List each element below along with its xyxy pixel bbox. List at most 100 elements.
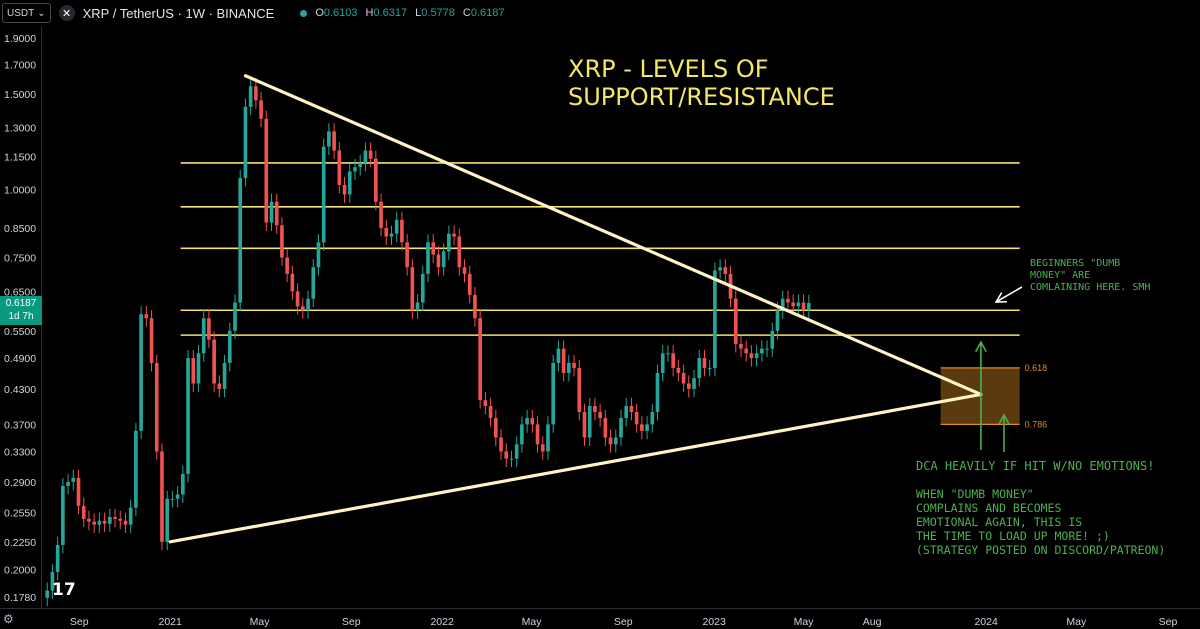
- candle-body: [306, 298, 310, 311]
- candle-body: [379, 201, 383, 229]
- ohlc-high-value: 0.6317: [373, 7, 408, 19]
- candle-body: [718, 267, 722, 271]
- x-tick-label: 2022: [430, 616, 454, 628]
- x-tick-label: Sep: [342, 616, 361, 628]
- candle-body: [765, 348, 769, 350]
- candle-body: [113, 516, 117, 519]
- y-tick-label: 1.1500: [4, 152, 36, 164]
- y-tick-label: 0.2900: [4, 477, 36, 489]
- candle-body: [520, 424, 524, 445]
- candle-body: [332, 131, 336, 151]
- candle-body: [196, 353, 201, 384]
- y-tick-label: 0.3700: [4, 419, 36, 431]
- candle-body: [165, 498, 170, 542]
- candle-body: [128, 507, 133, 525]
- trendline: [243, 74, 983, 397]
- x-tick-label: 2024: [974, 616, 998, 628]
- candle-body: [212, 339, 216, 384]
- x-axis: Sep 2021 May Sep 2022 May Sep 2023 May Aug 2024 May…: [0, 608, 1200, 628]
- candle-body: [243, 106, 248, 179]
- candle-body: [791, 302, 795, 307]
- symbol-title[interactable]: XRP / TetherUS · 1W · BINANCE: [82, 5, 275, 21]
- candle-body: [634, 411, 639, 425]
- candle-body: [233, 302, 237, 331]
- candle-body: [760, 348, 764, 354]
- settings-icon[interactable]: ⚙: [3, 612, 14, 626]
- sr-levels: [180, 162, 1020, 336]
- candle-body: [81, 505, 86, 519]
- x-tick-label: 2021: [158, 616, 182, 628]
- candle-body: [676, 367, 681, 373]
- candle-body: [493, 418, 498, 438]
- candle-body: [149, 318, 154, 363]
- candle-body: [655, 372, 660, 412]
- candle-body: [671, 353, 675, 368]
- candle-body: [61, 486, 65, 545]
- tradingview-logo-icon[interactable]: 17: [52, 580, 76, 600]
- x-tick-label: 2023: [702, 616, 726, 628]
- y-tick-label: 0.7500: [4, 253, 36, 265]
- candle-body: [692, 378, 696, 389]
- candle-body: [290, 273, 295, 292]
- fib-label-786: 0.786: [1025, 419, 1048, 429]
- xrp-logo-icon: ✕: [58, 5, 75, 21]
- candle-body: [551, 362, 556, 425]
- candle-body: [561, 348, 566, 373]
- candle-body: [181, 473, 185, 495]
- candle-body: [806, 303, 811, 311]
- candle-body: [739, 344, 743, 349]
- y-tick-label: 1.3000: [4, 123, 36, 135]
- symbol-header: USDT ⌄ ✕ XRP / TetherUS · 1W · BINANCE O…: [0, 0, 1200, 26]
- ohlc-open-value: 0.6103: [323, 7, 358, 19]
- y-tick-label: 0.1780: [4, 592, 36, 604]
- x-tick-label: Sep: [70, 616, 89, 628]
- candle-body: [71, 477, 76, 482]
- candle-body: [264, 118, 269, 223]
- candle-body: [426, 242, 430, 274]
- candle-body: [353, 167, 357, 172]
- candle-body: [431, 242, 436, 255]
- candle-body: [311, 267, 316, 299]
- candle-body: [175, 494, 180, 499]
- candle-body: [405, 242, 409, 268]
- candle-body: [629, 405, 634, 412]
- candle-body: [744, 348, 749, 354]
- candle-body: [45, 590, 50, 598]
- candle-body: [530, 418, 535, 425]
- fib-zone: 0.618 0.786: [940, 363, 1048, 429]
- candle-body: [55, 544, 60, 573]
- up-arrow-secondary-head: [998, 413, 1010, 426]
- candle-body: [567, 362, 571, 373]
- candle-body: [754, 353, 759, 359]
- candle-body: [186, 358, 190, 474]
- candle-body: [280, 225, 284, 258]
- x-tick-label: May: [794, 616, 815, 628]
- y-tick-label: 0.8500: [4, 223, 36, 235]
- candle-body: [540, 444, 545, 452]
- beginners-note: BEGINNERS "DUMB MONEY" ARE COMLAINING HERE…: [1030, 258, 1150, 293]
- candle-body: [300, 306, 305, 311]
- up-arrow-main-head: [974, 340, 987, 353]
- candle-body: [525, 418, 529, 425]
- x-tick-label: Sep: [1159, 616, 1178, 628]
- y-tick-label: 0.4900: [4, 353, 36, 365]
- currency-select[interactable]: USDT ⌄: [2, 3, 51, 23]
- candle-body: [368, 150, 373, 159]
- candle-body: [170, 498, 175, 500]
- candle-body: [420, 273, 425, 303]
- candle-body: [598, 411, 602, 419]
- candle-body: [102, 520, 107, 524]
- ohlc-open-key: O: [315, 7, 324, 19]
- candle-body: [780, 298, 785, 311]
- candle-body: [269, 201, 274, 223]
- candle-body: [483, 400, 488, 406]
- candle-body: [577, 367, 582, 412]
- candle-body: [473, 295, 477, 319]
- candle-body: [316, 242, 321, 268]
- candle-body: [723, 267, 728, 274]
- candle-body: [342, 184, 347, 195]
- candle-body: [227, 330, 232, 363]
- candle-body: [608, 437, 613, 445]
- candle-body: [144, 314, 149, 319]
